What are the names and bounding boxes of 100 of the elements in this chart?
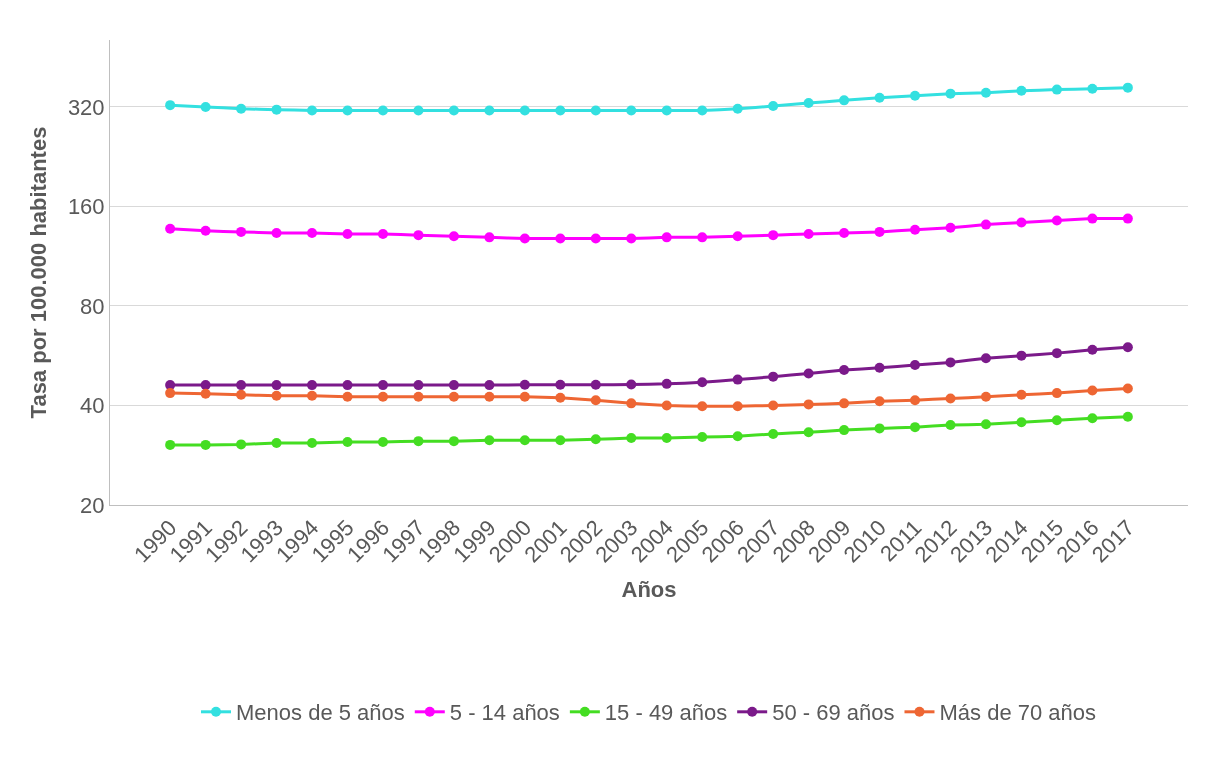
point: [448, 231, 459, 242]
point: [768, 101, 779, 112]
point: [803, 229, 814, 240]
point: [236, 439, 247, 450]
point: [165, 388, 176, 399]
point: [626, 233, 637, 244]
point: [1051, 215, 1062, 226]
point: [448, 380, 459, 391]
point: [165, 100, 176, 111]
point: [448, 436, 459, 447]
point: [342, 229, 353, 240]
point: [307, 438, 318, 449]
point: [236, 389, 247, 400]
point: [803, 399, 814, 410]
point: [200, 101, 211, 112]
point: [910, 224, 921, 235]
point: [307, 390, 318, 401]
point: [980, 391, 991, 402]
point: [413, 436, 424, 447]
point: [590, 105, 601, 116]
point: [484, 105, 495, 116]
point: [910, 422, 921, 433]
point: [448, 391, 459, 402]
point: [271, 380, 282, 391]
point: [803, 427, 814, 438]
point: [200, 225, 211, 236]
point: [377, 437, 388, 448]
point: [1087, 213, 1098, 224]
point: [342, 105, 353, 116]
point: [165, 223, 176, 234]
point: [165, 439, 176, 450]
point: [413, 230, 424, 241]
point: [1122, 82, 1133, 93]
point: [1051, 348, 1062, 359]
point: [874, 92, 885, 103]
point: [413, 105, 424, 116]
point: [980, 353, 991, 364]
point: [484, 380, 495, 391]
point: [519, 233, 530, 244]
point: [980, 419, 991, 430]
point: [768, 371, 779, 382]
point: [1016, 217, 1027, 228]
point: [626, 105, 637, 116]
point: [484, 435, 495, 446]
point: [377, 380, 388, 391]
point: [307, 105, 318, 116]
point: [555, 392, 566, 403]
point: [697, 232, 708, 243]
y-tick-label: 320: [67, 94, 105, 120]
point: [200, 388, 211, 399]
point: [910, 395, 921, 406]
point: [590, 379, 601, 390]
point: [1051, 84, 1062, 95]
point: [271, 390, 282, 401]
point: [413, 391, 424, 402]
point: [377, 391, 388, 402]
point: [626, 432, 637, 443]
point: [1016, 417, 1027, 428]
point: [1087, 344, 1098, 355]
point: [945, 222, 956, 233]
point: [839, 95, 850, 106]
point: [626, 398, 637, 409]
point: [1016, 389, 1027, 400]
point: [732, 231, 743, 242]
point: [980, 219, 991, 230]
point: [768, 428, 779, 439]
point: [910, 360, 921, 371]
point: [874, 396, 885, 407]
point: [484, 232, 495, 243]
point: [839, 365, 850, 376]
point: [839, 398, 850, 409]
point: [555, 379, 566, 390]
point: [413, 380, 424, 391]
y-tick-label: 80: [80, 293, 105, 319]
point: [874, 362, 885, 373]
point: [945, 357, 956, 368]
point: [307, 380, 318, 391]
point: [1087, 385, 1098, 396]
point: [661, 400, 672, 411]
point: [271, 438, 282, 449]
point: [448, 105, 459, 116]
point: [697, 401, 708, 412]
point: [236, 103, 247, 114]
point: [1122, 383, 1133, 394]
legend-label: 15 - 49 años: [604, 700, 728, 726]
point: [839, 425, 850, 436]
point: [980, 87, 991, 98]
legend-label: Más de 70 años: [939, 700, 1097, 726]
legend-label: 5 - 14 años: [449, 700, 560, 726]
point: [1087, 83, 1098, 94]
point: [307, 227, 318, 238]
point: [519, 379, 530, 390]
y-tick-label: 160: [67, 194, 105, 220]
point: [236, 380, 247, 391]
point: [555, 105, 566, 116]
point: [945, 88, 956, 99]
point: [590, 395, 601, 406]
point: [590, 434, 601, 445]
point: [874, 226, 885, 237]
point: [697, 432, 708, 443]
